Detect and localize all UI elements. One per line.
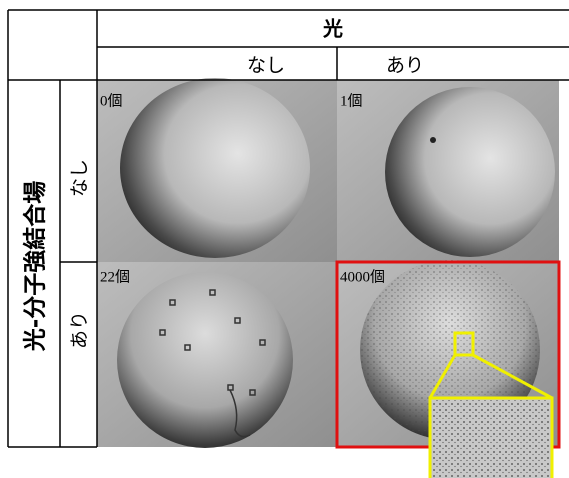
count-label: 22個	[100, 269, 130, 286]
micrograph	[97, 262, 337, 448]
header-title: 光	[322, 17, 343, 41]
row-header: 光-分子強結合場	[22, 181, 49, 353]
count-label: 1個	[340, 93, 363, 110]
count-label: 0個	[100, 93, 123, 110]
row-label: なし	[69, 159, 91, 197]
column-label: あり	[386, 55, 424, 77]
row-label: あり	[69, 311, 91, 349]
micrograph	[97, 78, 337, 262]
count-label: 4000個	[340, 269, 385, 286]
micrograph	[337, 80, 559, 262]
column-label: なし	[247, 55, 285, 77]
page: {"header": {"title": "光", "columns": ["な…	[0, 0, 569, 478]
figure-table: 光 なし あり 光-分子強結合場 なし あり 0個 1個 22個 4000個	[0, 0, 569, 478]
